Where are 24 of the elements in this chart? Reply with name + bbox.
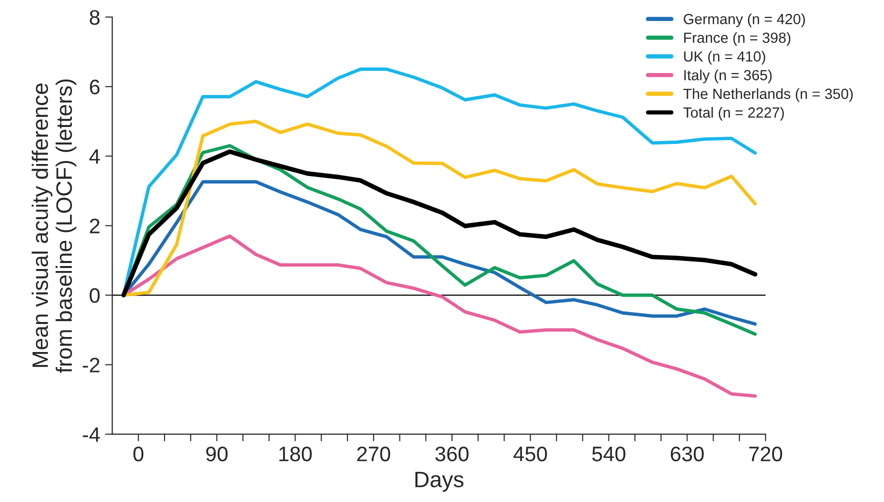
x-tick-label: 270 <box>357 446 390 462</box>
legend-label: Total (n = 2227) <box>683 107 784 121</box>
legend-label: UK (n = 410) <box>684 50 766 64</box>
x-tick-label: 90 <box>206 446 228 462</box>
x-tick-label: 540 <box>592 446 626 462</box>
y-tick-label: 2 <box>90 218 100 234</box>
x-tick-label: 180 <box>279 446 312 462</box>
y-tick-label: 0 <box>90 288 100 303</box>
x-tick-label: 360 <box>435 446 469 462</box>
y-tick-label: -2 <box>82 358 100 372</box>
y-tick-label: -4 <box>82 427 100 442</box>
x-axis-title: Days <box>415 472 464 492</box>
x-tick-label: 720 <box>749 446 782 462</box>
y-tick-label: 4 <box>89 149 100 164</box>
x-tick-label: 630 <box>670 446 704 462</box>
legend-label: Germany (n = 420) <box>684 14 805 28</box>
y-axis-title: Mean visual acuity difference from baseline (LOCF) (letters) <box>32 79 76 373</box>
x-tick-label: 450 <box>513 446 547 462</box>
y-tick-label: 6 <box>90 80 100 94</box>
legend-label: Italy (n = 365) <box>684 70 772 84</box>
legend-label: France (n = 398) <box>684 32 790 46</box>
x-tick-label: 0 <box>133 446 144 462</box>
y-tick-label: 8 <box>90 10 100 25</box>
legend-label: The Netherlands (n = 350) <box>683 88 853 102</box>
